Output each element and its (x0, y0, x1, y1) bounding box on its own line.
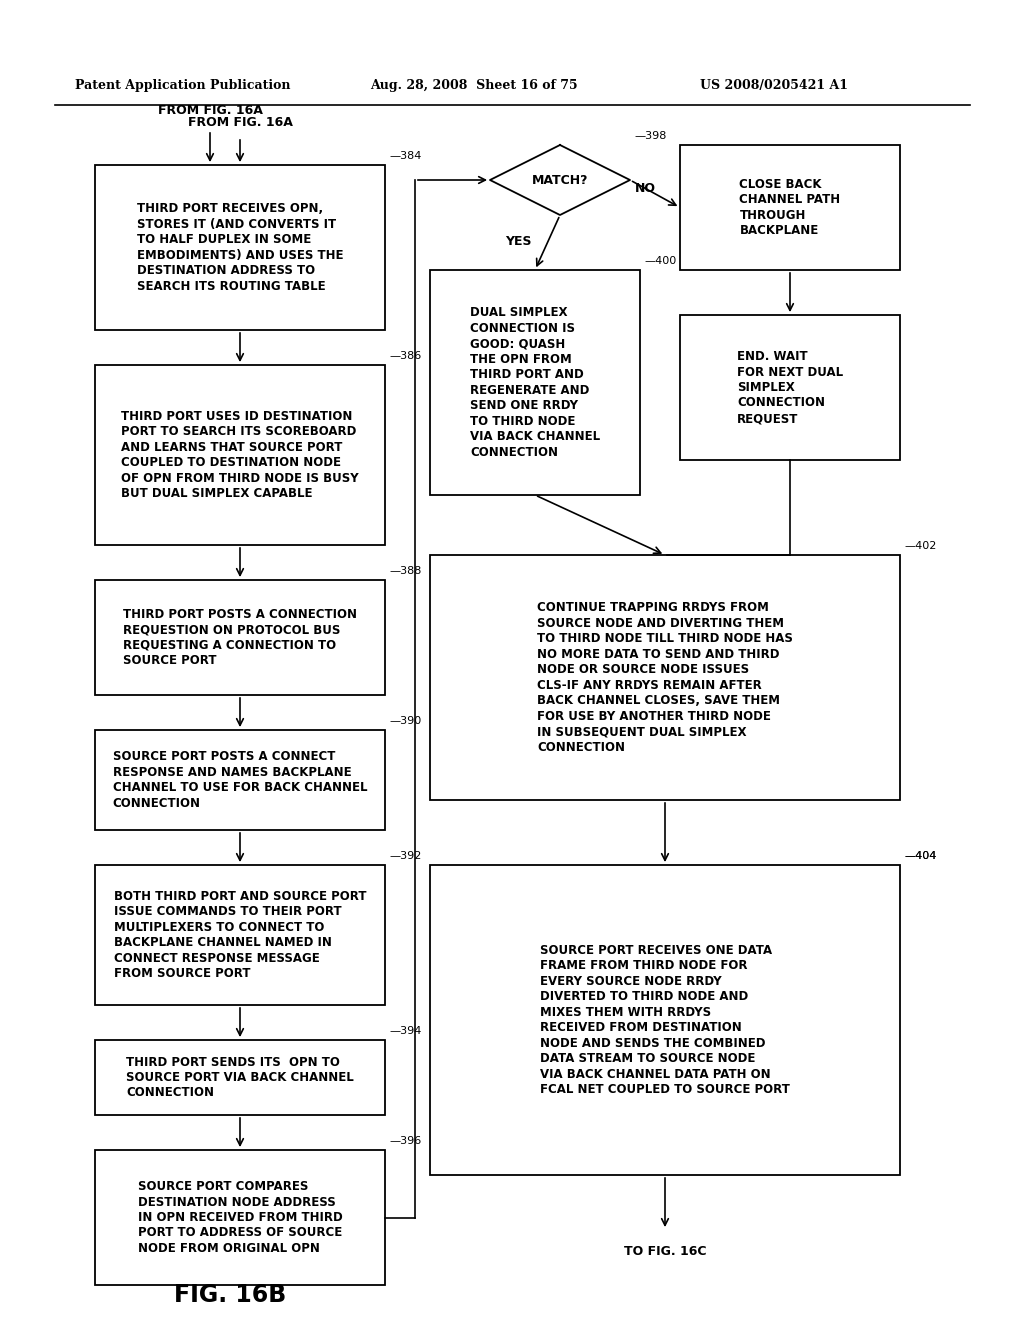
Text: BOTH THIRD PORT AND SOURCE PORT
ISSUE COMMANDS TO THEIR PORT
MULTIPLEXERS TO CON: BOTH THIRD PORT AND SOURCE PORT ISSUE CO… (114, 890, 367, 981)
Text: NO: NO (635, 182, 656, 195)
FancyBboxPatch shape (95, 366, 385, 545)
Text: FIG. 16B: FIG. 16B (174, 1283, 286, 1307)
Text: FROM FIG. 16A: FROM FIG. 16A (158, 103, 262, 116)
Text: YES: YES (505, 235, 531, 248)
Text: —392: —392 (389, 851, 421, 861)
Text: SOURCE PORT RECEIVES ONE DATA
FRAME FROM THIRD NODE FOR
EVERY SOURCE NODE RRDY
D: SOURCE PORT RECEIVES ONE DATA FRAME FROM… (540, 944, 790, 1096)
FancyBboxPatch shape (95, 1040, 385, 1115)
Text: —398: —398 (634, 131, 667, 141)
Text: —400: —400 (644, 256, 676, 267)
Text: THIRD PORT POSTS A CONNECTION
REQUESTION ON PROTOCOL BUS
REQUESTING A CONNECTION: THIRD PORT POSTS A CONNECTION REQUESTION… (123, 607, 357, 667)
Text: Patent Application Publication: Patent Application Publication (75, 78, 291, 91)
Text: —386: —386 (389, 351, 421, 360)
Text: —388: —388 (389, 566, 421, 576)
Text: —394: —394 (389, 1026, 421, 1036)
Text: TO FIG. 16C: TO FIG. 16C (624, 1245, 707, 1258)
Text: END. WAIT
FOR NEXT DUAL
SIMPLEX
CONNECTION
REQUEST: END. WAIT FOR NEXT DUAL SIMPLEX CONNECTI… (737, 350, 843, 425)
FancyBboxPatch shape (680, 315, 900, 459)
Text: MATCH?: MATCH? (531, 173, 588, 186)
FancyBboxPatch shape (95, 579, 385, 696)
FancyBboxPatch shape (95, 165, 385, 330)
FancyBboxPatch shape (430, 271, 640, 495)
Text: SOURCE PORT COMPARES
DESTINATION NODE ADDRESS
IN OPN RECEIVED FROM THIRD
PORT TO: SOURCE PORT COMPARES DESTINATION NODE AD… (137, 1180, 342, 1255)
Text: CLOSE BACK
CHANNEL PATH
THROUGH
BACKPLANE: CLOSE BACK CHANNEL PATH THROUGH BACKPLAN… (739, 178, 841, 238)
FancyBboxPatch shape (430, 865, 900, 1175)
Text: THIRD PORT RECEIVES OPN,
STORES IT (AND CONVERTS IT
TO HALF DUPLEX IN SOME
EMBOD: THIRD PORT RECEIVES OPN, STORES IT (AND … (137, 202, 343, 293)
Text: —404: —404 (904, 851, 936, 861)
FancyBboxPatch shape (680, 145, 900, 271)
FancyBboxPatch shape (430, 554, 900, 800)
Text: —390: —390 (389, 715, 421, 726)
FancyBboxPatch shape (95, 730, 385, 830)
Text: CONTINUE TRAPPING RRDYS FROM
SOURCE NODE AND DIVERTING THEM
TO THIRD NODE TILL T: CONTINUE TRAPPING RRDYS FROM SOURCE NODE… (537, 601, 793, 754)
Text: THIRD PORT USES ID DESTINATION
PORT TO SEARCH ITS SCOREBOARD
AND LEARNS THAT SOU: THIRD PORT USES ID DESTINATION PORT TO S… (121, 409, 358, 500)
Text: US 2008/0205421 A1: US 2008/0205421 A1 (700, 78, 848, 91)
Text: Aug. 28, 2008  Sheet 16 of 75: Aug. 28, 2008 Sheet 16 of 75 (370, 78, 578, 91)
Text: —396: —396 (389, 1137, 421, 1146)
FancyBboxPatch shape (95, 1150, 385, 1284)
Text: THIRD PORT SENDS ITS  OPN TO
SOURCE PORT VIA BACK CHANNEL
CONNECTION: THIRD PORT SENDS ITS OPN TO SOURCE PORT … (126, 1056, 354, 1100)
FancyBboxPatch shape (95, 865, 385, 1005)
Polygon shape (490, 145, 630, 215)
Text: DUAL SIMPLEX
CONNECTION IS
GOOD: QUASH
THE OPN FROM
THIRD PORT AND
REGENERATE AN: DUAL SIMPLEX CONNECTION IS GOOD: QUASH T… (470, 306, 600, 459)
Text: —402: —402 (904, 541, 936, 550)
Text: FROM FIG. 16A: FROM FIG. 16A (187, 116, 293, 129)
Text: SOURCE PORT POSTS A CONNECT
RESPONSE AND NAMES BACKPLANE
CHANNEL TO USE FOR BACK: SOURCE PORT POSTS A CONNECT RESPONSE AND… (113, 750, 368, 809)
Text: —404: —404 (904, 851, 936, 861)
Text: —384: —384 (389, 150, 421, 161)
